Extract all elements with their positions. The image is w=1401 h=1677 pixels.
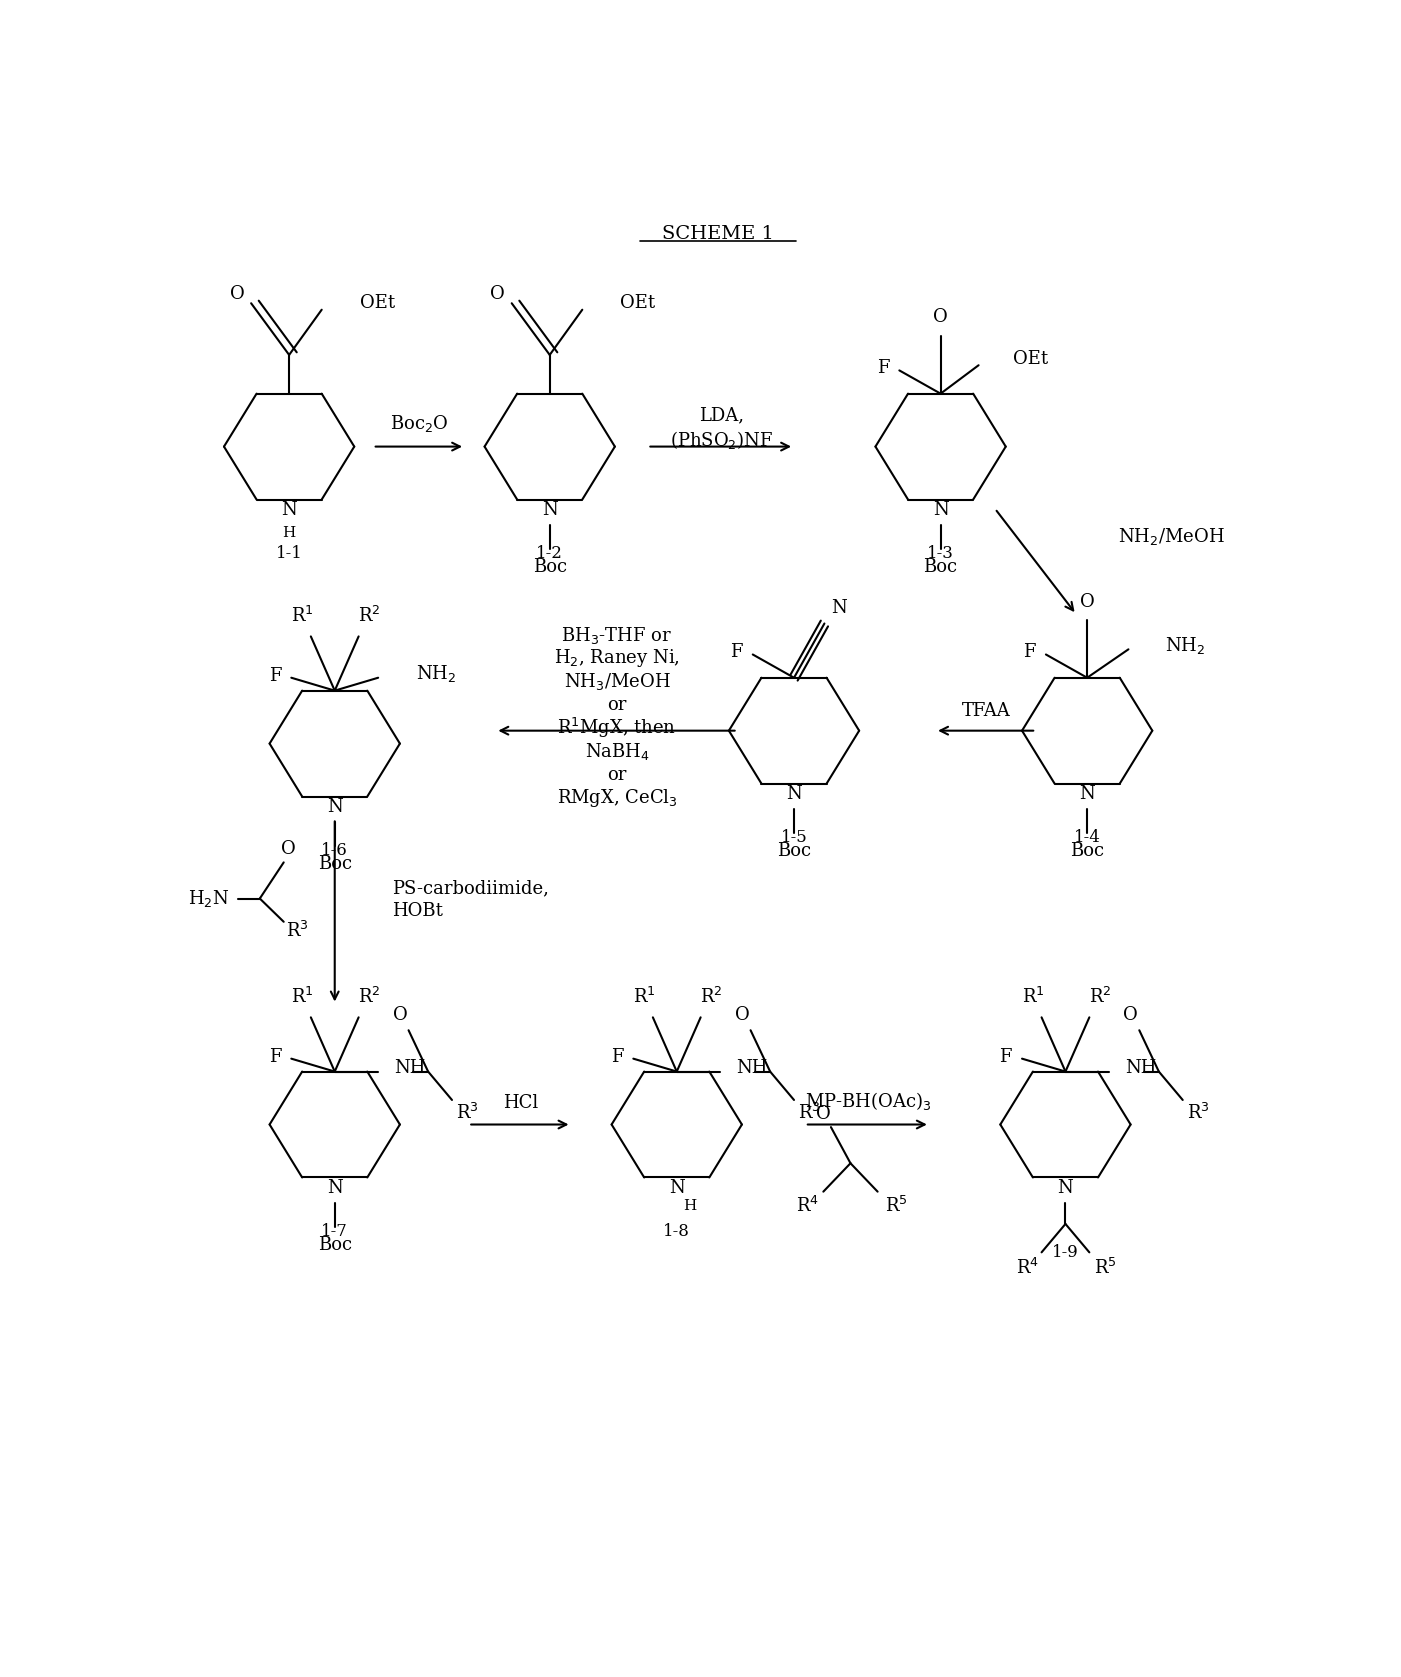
Text: N: N [831,599,846,617]
Text: Boc: Boc [532,558,567,575]
Text: Boc: Boc [778,842,811,860]
Text: R$^1$: R$^1$ [291,605,314,626]
Text: N: N [282,501,297,518]
Text: R$^4$: R$^4$ [1016,1258,1040,1278]
Text: R$^3$: R$^3$ [455,1103,479,1124]
Text: O: O [490,285,504,304]
Text: F: F [730,642,743,661]
Text: NH$_2$: NH$_2$ [416,664,457,684]
Text: 1-2: 1-2 [537,545,563,562]
Text: R$^3$: R$^3$ [286,921,310,941]
Text: R$^4$: R$^4$ [796,1196,818,1216]
Text: N: N [786,785,801,803]
Text: F: F [999,1048,1012,1067]
Text: Boc: Boc [923,558,958,575]
Text: NH$_2$/MeOH: NH$_2$/MeOH [1118,527,1224,547]
Text: N: N [933,501,948,518]
Text: R$^1$: R$^1$ [291,986,314,1006]
Text: O: O [280,840,296,859]
Text: 1-7: 1-7 [321,1223,349,1241]
Text: F: F [611,1048,623,1067]
Text: F: F [1023,642,1035,661]
Text: Boc: Boc [318,1236,352,1254]
Text: R$^2$: R$^2$ [359,986,381,1006]
Text: R$^1$MgX, then: R$^1$MgX, then [558,716,677,740]
Text: 1-8: 1-8 [663,1223,691,1241]
Text: H$_2$N: H$_2$N [188,889,230,909]
Text: N: N [326,798,343,815]
Text: H$_2$, Raney Ni,: H$_2$, Raney Ni, [555,647,679,669]
Text: HCl: HCl [503,1093,538,1112]
Text: NH: NH [1125,1058,1157,1077]
Text: H: H [283,527,296,540]
Text: N: N [326,1179,343,1197]
Text: F: F [269,1048,282,1067]
Text: O: O [230,285,244,304]
Text: R$^2$: R$^2$ [700,986,723,1006]
Text: RMgX, CeCl$_3$: RMgX, CeCl$_3$ [556,787,678,808]
Text: 1-4: 1-4 [1073,830,1101,847]
Text: R$^3$: R$^3$ [799,1103,821,1124]
Text: NH: NH [737,1058,768,1077]
Text: R$^5$: R$^5$ [885,1196,908,1216]
Text: O: O [1080,592,1094,610]
Text: H: H [684,1199,696,1212]
Text: PS-carbodiimide,: PS-carbodiimide, [392,879,549,897]
Text: or: or [608,696,626,714]
Text: SCHEME 1: SCHEME 1 [663,225,773,243]
Text: NH: NH [395,1058,426,1077]
Text: N: N [668,1179,685,1197]
Text: F: F [877,359,890,377]
Text: O: O [734,1006,750,1023]
Text: R$^5$: R$^5$ [1094,1258,1117,1278]
Text: O: O [1124,1006,1138,1023]
Text: OEt: OEt [360,293,395,312]
Text: R$^2$: R$^2$ [1089,986,1111,1006]
Text: Boc: Boc [1070,842,1104,860]
Text: 1-6: 1-6 [321,842,347,859]
Text: TFAA: TFAA [962,703,1010,721]
Text: 1-3: 1-3 [927,545,954,562]
Text: NH$_2$: NH$_2$ [1166,636,1206,656]
Text: Boc$_2$O: Boc$_2$O [389,413,448,434]
Text: F: F [269,667,282,686]
Text: OEt: OEt [621,293,656,312]
Text: OEt: OEt [1013,350,1048,367]
Text: NaBH$_4$: NaBH$_4$ [584,741,650,761]
Text: NH$_3$/MeOH: NH$_3$/MeOH [563,671,671,693]
Text: BH$_3$-THF or: BH$_3$-THF or [562,624,672,646]
Text: R$^1$: R$^1$ [1021,986,1044,1006]
Text: R$^1$: R$^1$ [633,986,656,1006]
Text: 1-1: 1-1 [276,545,303,562]
Text: O: O [815,1105,831,1124]
Text: 1-9: 1-9 [1052,1244,1079,1261]
Text: 1-5: 1-5 [780,830,807,847]
Text: R$^2$: R$^2$ [359,605,381,626]
Text: (PhSO$_2$)NF: (PhSO$_2$)NF [670,429,773,451]
Text: MP-BH(OAc)$_3$: MP-BH(OAc)$_3$ [804,1090,932,1112]
Text: LDA,: LDA, [699,406,744,424]
Text: O: O [933,309,948,327]
Text: N: N [1058,1179,1073,1197]
Text: N: N [542,501,558,518]
Text: HOBt: HOBt [392,902,443,921]
Text: O: O [392,1006,408,1023]
Text: R$^3$: R$^3$ [1187,1103,1209,1124]
Text: Boc: Boc [318,855,352,872]
Text: N: N [1079,785,1096,803]
Text: or: or [608,766,626,783]
